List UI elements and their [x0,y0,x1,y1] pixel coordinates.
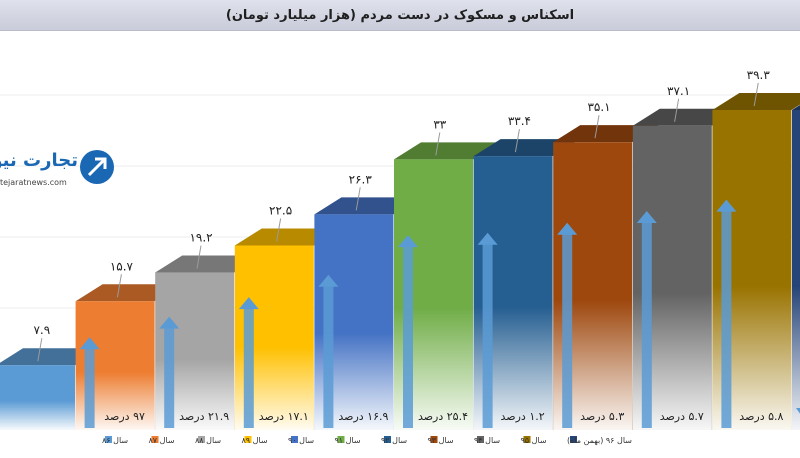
legend-item: سال ۹۶ (بهمن ماه) [567,436,632,445]
bar-top-face [553,125,660,143]
value-leader-line [594,115,600,139]
legend-item: سال ۸۶ [102,436,128,445]
value-leader-line [753,82,759,107]
growth-label: ۵.۸ درصد [739,410,783,423]
bar-top-face [314,197,421,215]
legend-item: سال ۹۱ [335,436,361,445]
legend-swatch [151,436,159,443]
growth-arrow-up-icon [318,274,339,428]
value-leader-line [37,338,43,362]
value-label: ۳۵.۱ [587,100,610,114]
value-label: ۷.۹ [33,323,50,337]
legend-swatch [570,436,577,443]
legend-item: سال ۹۵ [521,436,547,445]
bar-top-face [394,142,500,160]
growth-label: ۵.۳ درصد [580,410,624,423]
legend-label: سال ۹۳ [428,436,454,445]
value-leader-line [355,187,361,211]
logo-arrow-icon [80,150,114,184]
bar-top-face [75,284,182,302]
growth-arrow-up-icon [398,235,418,428]
growth-label: ۹۷ درصد [104,410,145,423]
chart-canvas: ۷.۹ ۱۵.۷ ۹۷ درصد ۱۹.۲ ۲۱.۹ درصد ۲۲.۵ ۱۷.۱ درصد… [0,68,800,445]
bar-top-face [712,93,800,110]
legend-label: سال ۸۶ [102,436,128,445]
bar-11 [792,104,800,430]
value-label: ۳۹.۳ [747,68,771,82]
value-leader-line [196,245,202,269]
bar-6 [394,142,500,430]
value-label: ۳۷.۱ [667,84,690,98]
growth-arrow-up-icon [477,232,498,428]
legend-swatch [244,436,252,443]
legend-item: سال ۹۴ [474,436,500,445]
legend-label: سال ۹۲ [381,436,407,445]
value-label: ۱۹.۲ [189,231,212,245]
growth-label: ۱۷.۱ درصد [259,410,309,423]
bar-fade [0,365,75,430]
legend-label: سال ۸۸ [195,436,221,445]
growth-arrow-down-icon [796,408,800,414]
legend-item: سال ۹۰ [288,436,314,445]
growth-label: ۲۱.۹ درصد [179,410,229,423]
growth-arrow-up-icon [636,210,657,428]
logo-url: tejaratnews.com [0,178,67,187]
value-leader-line [116,274,122,298]
legend-label: سال ۹۰ [288,436,314,445]
bar-top-face [792,104,800,110]
legend-swatch [105,436,112,443]
growth-arrow-up-icon [79,337,100,428]
legend-swatch [337,436,345,443]
legend-item: سال ۸۸ [195,436,221,445]
legend-item: سال ۸۷ [149,436,175,445]
legend-swatch [384,436,391,443]
bar-top-face [632,108,739,126]
chart-title: اسکناس و مسکوک در دست مردم (هزار میلیارد… [225,7,575,23]
value-label: ۳۳.۴ [508,114,531,128]
growth-label: ۱.۲ درصد [501,410,545,423]
bars-layer [0,93,800,430]
legend-swatch [430,436,438,443]
legend-swatch [198,436,205,443]
growth-label: ۲۵.۴ درصد [418,410,468,423]
growth-arrow-up-icon [557,222,578,428]
growth-arrow-up-icon [159,316,180,428]
growth-label: ۱۶.۹ درصد [338,410,388,423]
value-leader-line [674,98,680,122]
growth-label: ۵.۷ درصد [660,410,704,423]
legend-label: سال ۹۱ [335,436,361,445]
bar-fade [792,110,800,430]
legend-label: سال ۸۹ [242,436,268,445]
value-leader-line [514,129,520,153]
legend-label: سال ۹۴ [474,436,500,445]
bar-top-face [234,228,341,246]
logo-text: تجارت نیوز [0,150,78,171]
logo: تجارت نیوز tejaratnews.com [0,148,122,194]
growth-arrow-up-icon [238,297,259,428]
legend-item: سال ۹۳ [428,436,454,445]
legend-label: سال ۹۶ (بهمن ماه) [567,436,632,445]
value-label: ۳۳ [433,117,446,131]
labels-layer: ۷.۹ ۱۵.۷ ۹۷ درصد ۱۹.۲ ۲۱.۹ درصد ۲۲.۵ ۱۷.۱ درصد… [33,68,783,423]
legend-swatch [477,436,484,443]
value-label: ۲۲.۵ [269,204,292,218]
legend-label: سال ۹۵ [521,436,547,445]
legend-label: سال ۸۷ [149,436,175,445]
legend-swatch [291,436,298,443]
legend-swatch [523,436,531,443]
bar-top-face [473,139,580,157]
legend-item: سال ۹۲ [381,436,407,445]
title-bar: اسکناس و مسکوک در دست مردم (هزار میلیارد… [0,0,800,31]
value-leader-line [435,132,441,156]
growth-arrow-up-icon [716,199,737,428]
legend: سال ۸۶ سال ۸۷ سال ۸۸ سال ۸۹ سال ۹۰ سال ۹۱ سال … [102,436,632,445]
value-label: ۱۵.۷ [110,259,134,273]
value-leader-line [276,218,282,242]
value-label: ۲۶.۳ [349,172,373,186]
legend-item: سال ۸۹ [242,436,268,445]
bar-top-face [155,255,262,273]
